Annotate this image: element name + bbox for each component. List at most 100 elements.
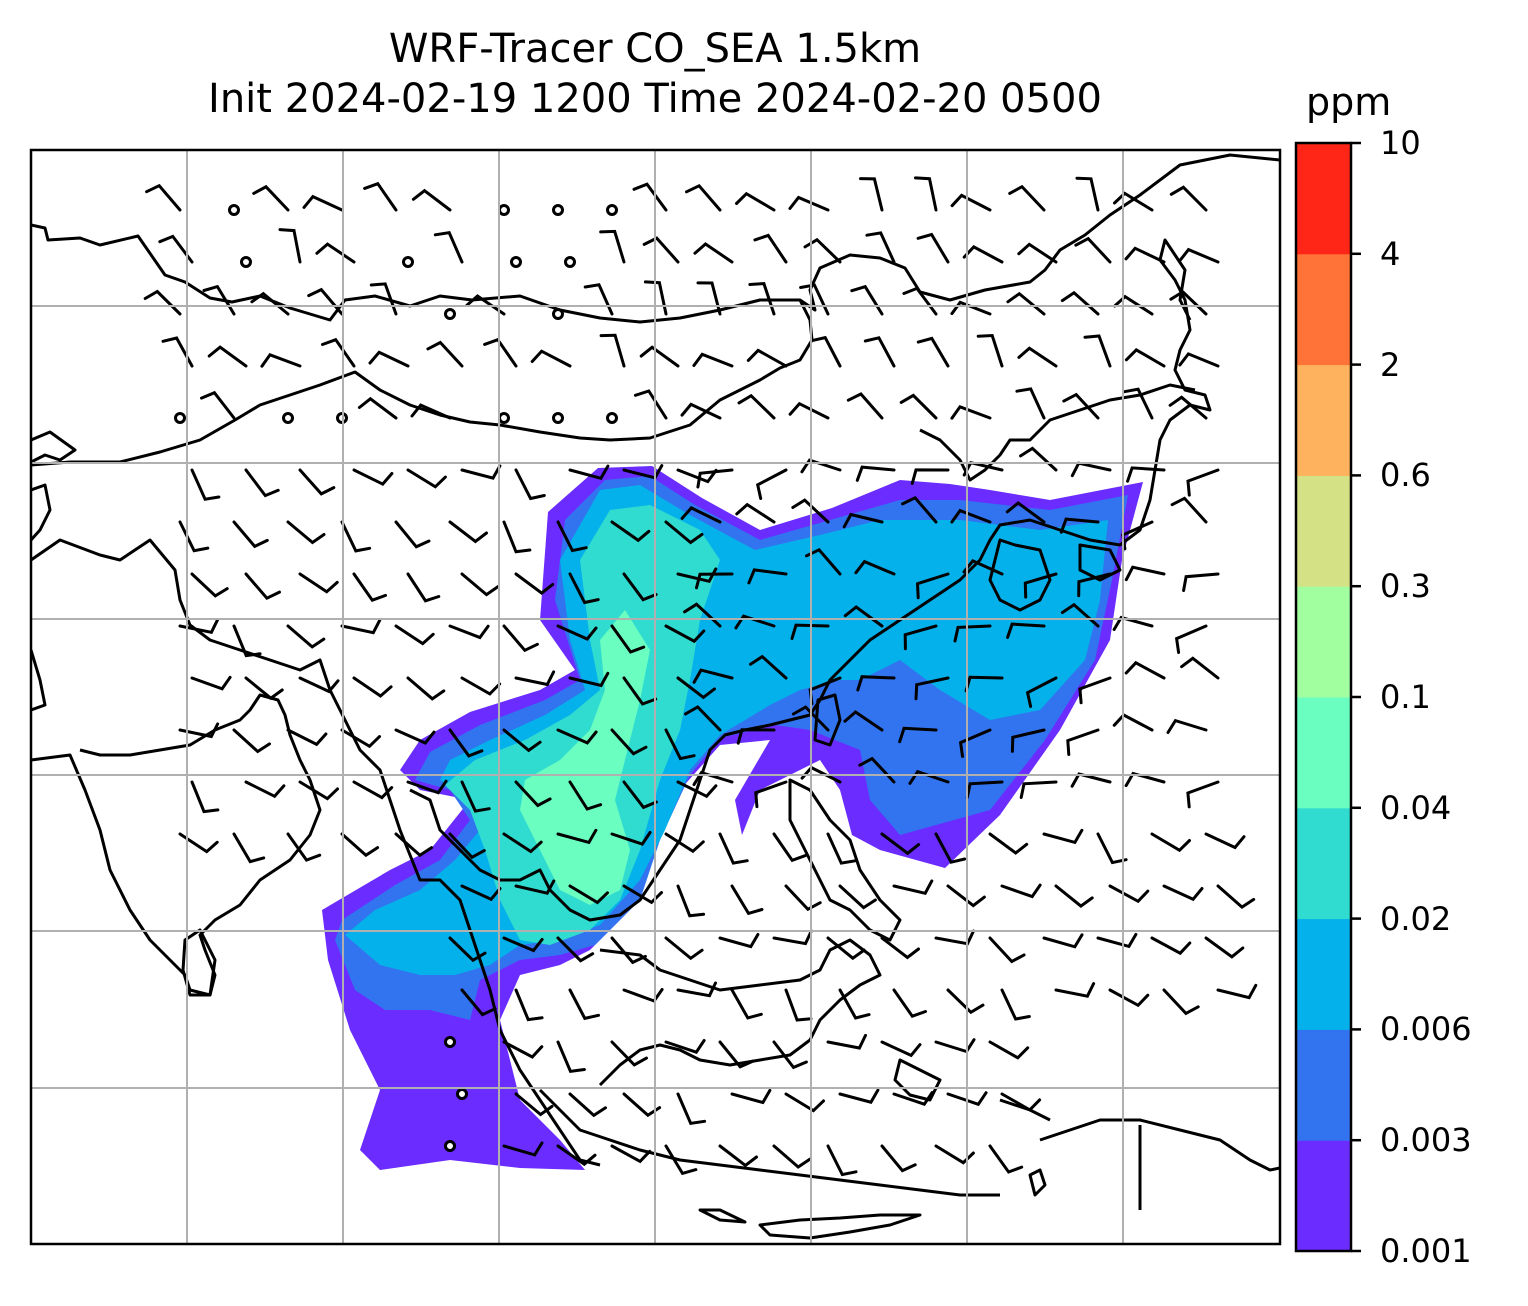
wind-barb	[232, 728, 271, 754]
wind-barb	[583, 283, 614, 316]
wind-barb	[1010, 728, 1046, 753]
wind-barb	[826, 832, 857, 865]
wind-barb	[680, 402, 722, 420]
wind-barb	[684, 705, 722, 732]
colorbar-segment	[1296, 475, 1351, 587]
wind-barb	[394, 832, 434, 858]
wind-barb	[321, 337, 356, 368]
wind-barb	[460, 464, 502, 480]
wind-barb	[988, 936, 1026, 964]
wind-barb	[1074, 236, 1112, 264]
wind-barb	[1204, 936, 1245, 959]
colorbar-segment	[1296, 1140, 1351, 1252]
wind-calm-marker	[444, 308, 456, 320]
wind-barb	[735, 502, 776, 524]
wind-barb	[730, 1088, 772, 1105]
wind-barb	[988, 1144, 1024, 1174]
wind-barb	[718, 1040, 755, 1069]
wind-barb	[1186, 780, 1220, 809]
wind-barb	[788, 401, 830, 420]
wind-barb	[791, 498, 830, 524]
wind-barb	[962, 460, 1004, 477]
wind-barb	[695, 572, 734, 590]
wind-barb	[1182, 572, 1220, 592]
wind-barb	[622, 676, 658, 706]
wind-barb	[278, 228, 302, 264]
wind-barb	[730, 988, 763, 1020]
wind-barb	[784, 1092, 825, 1113]
wind-barb	[298, 468, 336, 496]
wind-barb	[340, 618, 382, 635]
wind-barb	[568, 780, 603, 811]
colorbar-segment	[1296, 807, 1351, 920]
wind-barb	[772, 929, 813, 946]
wind-barb	[232, 520, 269, 549]
wind-barb	[1150, 936, 1192, 956]
wind-calm-marker	[606, 204, 618, 216]
wind-barb	[754, 780, 788, 809]
wind-barb	[1096, 832, 1128, 865]
wind-barb	[772, 1144, 812, 1169]
wind-barb	[1124, 660, 1166, 680]
colorbar-tick-label: 2	[1380, 345, 1401, 384]
colorbar-segment	[1296, 918, 1351, 1030]
colorbar-tick-label: 0.6	[1380, 456, 1431, 495]
wind-barb	[1126, 466, 1166, 483]
wind-calm-markers	[174, 204, 618, 1152]
wind-barb	[514, 572, 555, 595]
wind-barb	[286, 832, 322, 862]
colorbar-tick-label: 0.001	[1380, 1232, 1472, 1270]
wind-barb	[880, 1144, 917, 1173]
wind-barb	[1054, 884, 1094, 908]
wind-barb	[1113, 191, 1154, 212]
wind-barb	[1166, 718, 1208, 734]
wind-barb	[950, 300, 992, 316]
wind-barb	[394, 728, 436, 745]
wind-barb	[680, 506, 722, 524]
wind-barb	[1008, 184, 1046, 212]
wind-barb	[406, 468, 447, 489]
colorbar-tick-label: 0.3	[1380, 567, 1431, 606]
wind-barb	[556, 936, 595, 963]
wind-barb	[207, 345, 248, 368]
wind-barb	[556, 624, 598, 641]
wind-barb	[838, 988, 871, 1020]
wind-barb	[676, 676, 716, 700]
wind-barb	[803, 237, 842, 264]
wind-barb	[406, 572, 441, 603]
colorbar-segment	[1296, 697, 1351, 809]
wind-barb	[749, 654, 788, 680]
wind-barb	[1169, 185, 1208, 212]
wind-barb	[915, 572, 950, 600]
wind-barb	[696, 281, 722, 316]
wind-barb	[988, 1040, 1030, 1060]
wind-barb	[1108, 988, 1150, 1008]
wind-barb	[976, 333, 1004, 368]
colorbar-tick-label: 0.02	[1380, 899, 1452, 938]
wind-calm-marker	[240, 256, 252, 268]
wind-barb	[1124, 565, 1166, 582]
wind-barb	[1124, 348, 1166, 368]
wind-barb	[406, 676, 446, 701]
wind-barb	[692, 770, 734, 787]
wind-barb	[556, 1040, 586, 1074]
wind-barb	[622, 572, 658, 602]
wind-barb	[1019, 446, 1058, 472]
wind-barb	[460, 988, 497, 1017]
wind-calm-marker	[282, 412, 294, 424]
wind-barb	[190, 780, 220, 814]
wind-barb	[950, 404, 992, 420]
wind-barb	[460, 572, 500, 597]
wind-calm-marker	[456, 1088, 468, 1100]
wind-barb	[958, 728, 992, 758]
wind-barb	[568, 988, 600, 1021]
wind-barb	[244, 468, 280, 498]
wind-barb	[302, 194, 344, 212]
colorbar-segment	[1296, 364, 1351, 476]
wind-calm-marker	[564, 256, 576, 268]
wind-calm-marker	[510, 256, 522, 268]
wind-barb	[863, 336, 896, 368]
wind-barb	[568, 1092, 607, 1118]
wind-barb	[1060, 290, 1100, 316]
wind-barb	[158, 234, 194, 264]
